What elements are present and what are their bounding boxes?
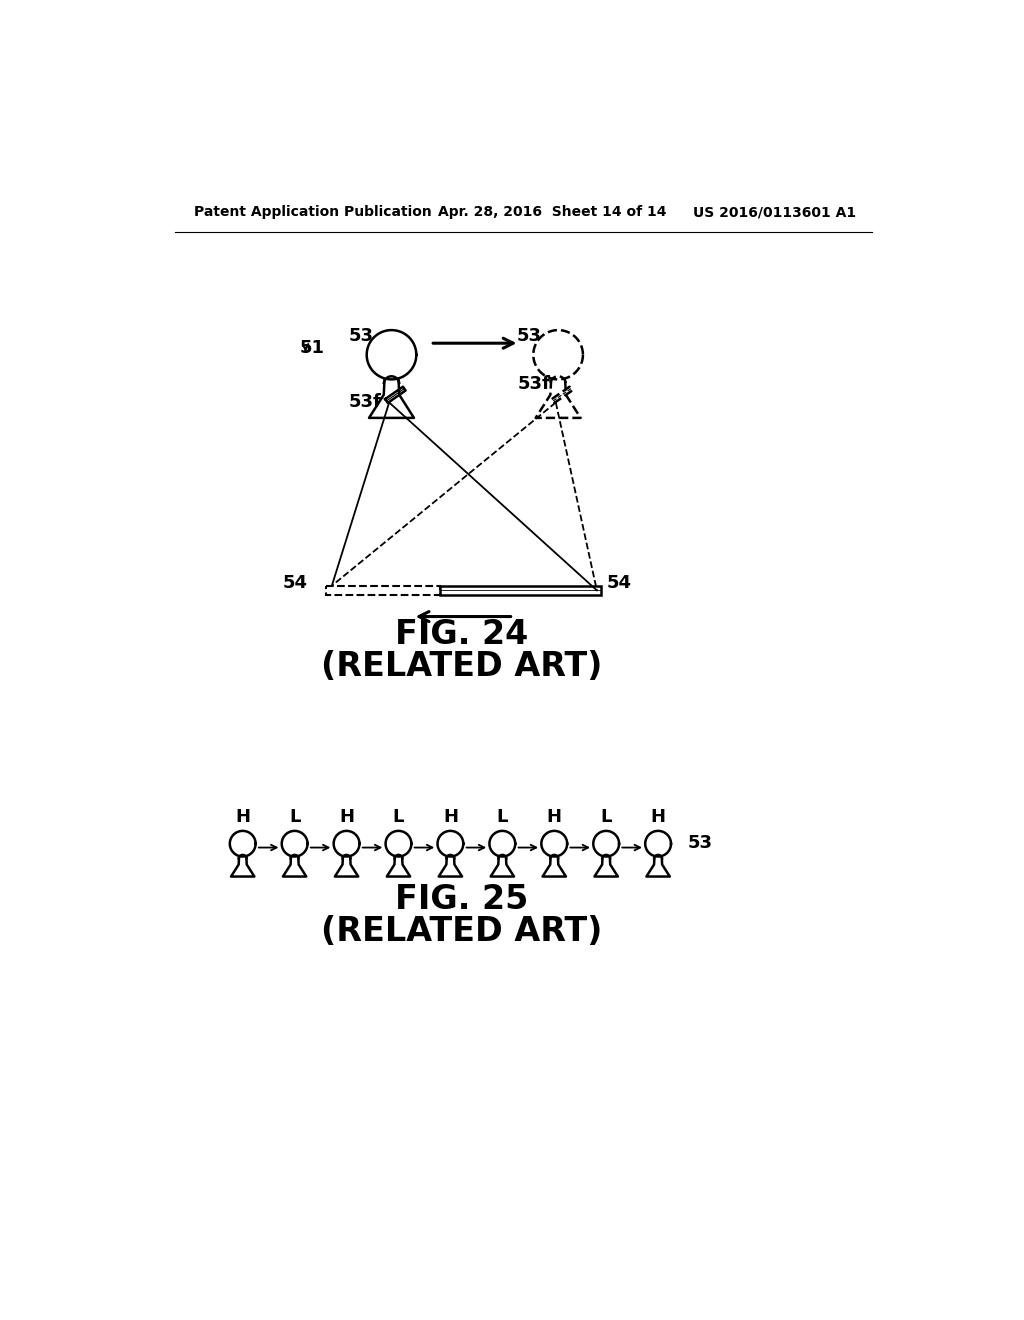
Text: (RELATED ART): (RELATED ART) <box>321 649 602 682</box>
Text: H: H <box>650 808 666 826</box>
Text: FIG. 25: FIG. 25 <box>394 883 528 916</box>
Text: 54: 54 <box>283 574 308 593</box>
Text: FIG. 24: FIG. 24 <box>394 618 528 651</box>
Text: 51: 51 <box>300 339 325 358</box>
Bar <box>440 586 601 595</box>
Text: 53: 53 <box>517 327 542 345</box>
Text: L: L <box>600 808 612 826</box>
Text: US 2016/0113601 A1: US 2016/0113601 A1 <box>693 205 856 219</box>
Text: L: L <box>497 808 508 826</box>
Text: H: H <box>443 808 458 826</box>
Text: 54: 54 <box>607 574 632 593</box>
Text: (RELATED ART): (RELATED ART) <box>321 916 602 949</box>
Text: L: L <box>289 808 300 826</box>
Text: 53: 53 <box>687 833 713 851</box>
Bar <box>326 586 440 595</box>
Text: 53f: 53f <box>518 375 551 393</box>
Text: 53: 53 <box>349 327 374 345</box>
Text: Apr. 28, 2016  Sheet 14 of 14: Apr. 28, 2016 Sheet 14 of 14 <box>438 205 667 219</box>
Text: H: H <box>547 808 562 826</box>
Text: Patent Application Publication: Patent Application Publication <box>194 205 432 219</box>
Text: H: H <box>339 808 354 826</box>
Text: H: H <box>236 808 250 826</box>
Text: 53f: 53f <box>349 393 382 411</box>
Text: L: L <box>393 808 404 826</box>
